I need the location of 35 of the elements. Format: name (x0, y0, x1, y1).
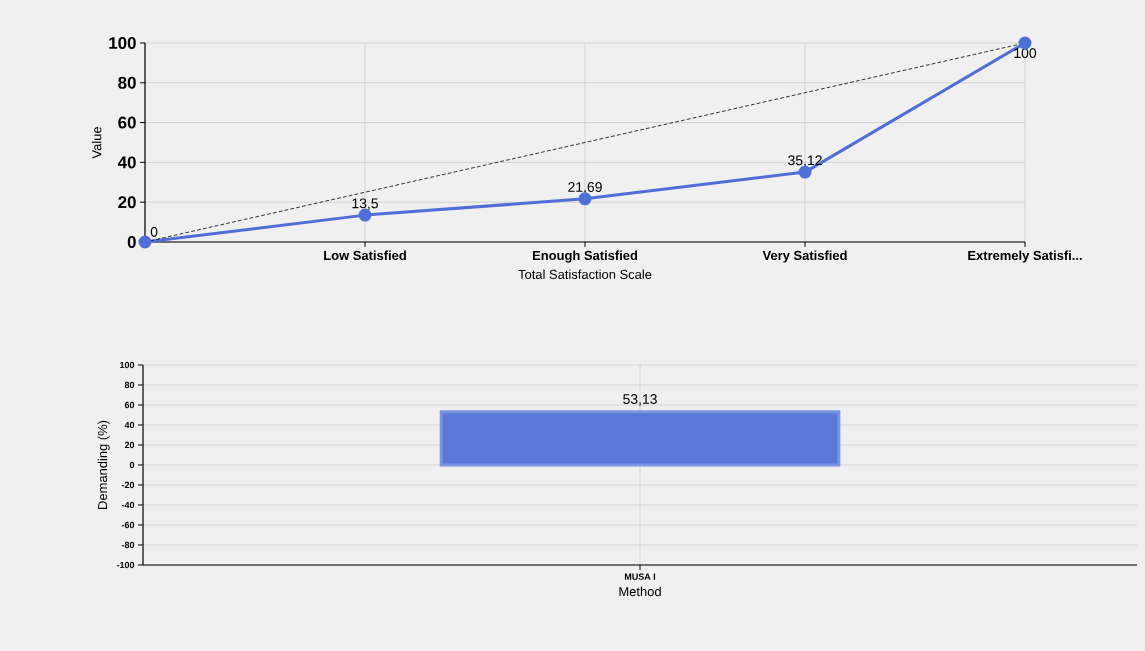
y-tick-label: 0 (129, 461, 135, 469)
y-tick-label: 20 (118, 196, 136, 209)
y-tick-label: 40 (117, 156, 136, 169)
y-axis-title: Value (91, 126, 102, 159)
x-axis-title: Total Satisfaction Scale (518, 269, 652, 279)
y-tick-label: 20 (124, 441, 135, 449)
x-tick-label: Extremely Satisfi... (968, 250, 1082, 263)
y-tick-label: 40 (124, 421, 135, 429)
point (578, 192, 592, 206)
data-label: 21,69 (568, 182, 602, 194)
y-tick-label: 100 (109, 36, 136, 49)
data-label: 53,13 (623, 394, 657, 406)
y-tick-label: 60 (118, 116, 136, 129)
x-axis-title: Method (619, 586, 661, 597)
data-label: 13,5 (352, 198, 378, 210)
data-label: 0 (150, 226, 158, 237)
data-label: 35,12 (788, 155, 822, 167)
y-tick-label: -100 (116, 561, 135, 569)
data-label: 100 (1014, 48, 1037, 59)
y-tick-label: -20 (121, 481, 135, 489)
x-tick-label: Low Satisfied (324, 250, 406, 261)
point (798, 165, 812, 179)
y-tick-label: 0 (127, 235, 136, 248)
y-tick-label: 100 (120, 361, 135, 369)
y-tick-label: -60 (121, 521, 135, 529)
y-tick-label: 80 (118, 76, 136, 89)
y-axis-title: Demanding (%) (97, 420, 110, 509)
x-tick-label: Enough Satisfied (532, 250, 638, 263)
y-tick-label: 60 (124, 401, 135, 409)
x-tick-label: Very Satisfied (762, 250, 847, 263)
y-tick-label: 80 (124, 381, 135, 389)
y-tick-label: -40 (121, 501, 135, 509)
point (138, 235, 152, 249)
y-tick-label: -80 (121, 541, 135, 549)
x-tick-label: MUSA I (624, 573, 656, 580)
